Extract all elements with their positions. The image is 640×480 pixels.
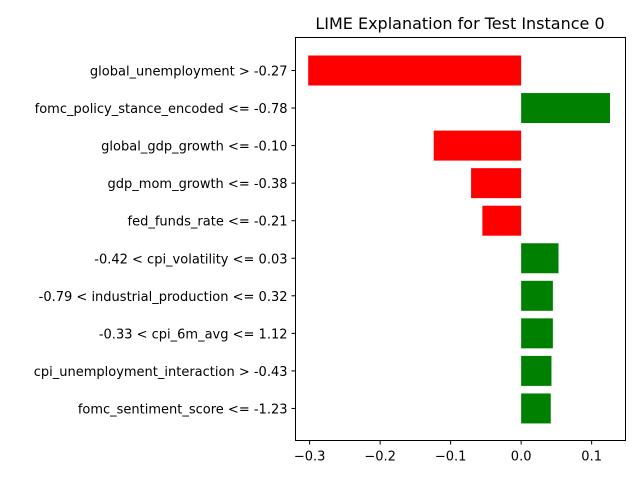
x-axis-ticks: −0.3 −0.2 −0.1 0.0 0.1 xyxy=(294,440,602,465)
category-label-0: global_unemployment > -0.27 xyxy=(90,65,288,80)
category-label-6: -0.79 < industrial_production <= 0.32 xyxy=(39,290,288,305)
bar-9 xyxy=(521,393,551,424)
category-label-9: fomc_sentiment_score <= -1.23 xyxy=(78,402,288,417)
bar-0 xyxy=(308,55,522,86)
category-label-4: fed_funds_rate <= -0.21 xyxy=(128,215,288,230)
category-labels: global_unemployment > -0.27 fomc_policy_s… xyxy=(34,65,296,417)
bar-1 xyxy=(521,93,610,124)
x-tick-label-1: −0.2 xyxy=(364,450,396,465)
category-label-1: fomc_policy_stance_encoded <= -0.78 xyxy=(35,102,288,117)
bar-8 xyxy=(521,355,552,386)
chart-title: LIME Explanation for Test Instance 0 xyxy=(315,14,604,33)
bar-7 xyxy=(521,318,553,349)
x-tick-label-3: 0.0 xyxy=(511,450,532,465)
category-label-8: cpi_unemployment_interaction > -0.43 xyxy=(34,365,288,380)
bar-2 xyxy=(433,130,522,161)
category-label-3: gdp_mom_growth <= -0.38 xyxy=(108,177,288,192)
x-tick-label-2: −0.1 xyxy=(435,450,467,465)
bar-4 xyxy=(482,205,522,236)
bar-3 xyxy=(471,168,522,199)
category-label-5: -0.42 < cpi_volatility <= 0.03 xyxy=(94,252,287,267)
bar-6 xyxy=(521,280,553,311)
x-tick-label-4: 0.1 xyxy=(581,450,602,465)
bar-5 xyxy=(521,243,559,274)
plot-frame xyxy=(295,37,626,441)
bars-group xyxy=(308,55,610,424)
x-tick-label-0: −0.3 xyxy=(294,450,326,465)
category-label-2: global_gdp_growth <= -0.10 xyxy=(101,140,287,155)
category-label-7: -0.33 < cpi_6m_avg <= 1.12 xyxy=(99,327,288,342)
